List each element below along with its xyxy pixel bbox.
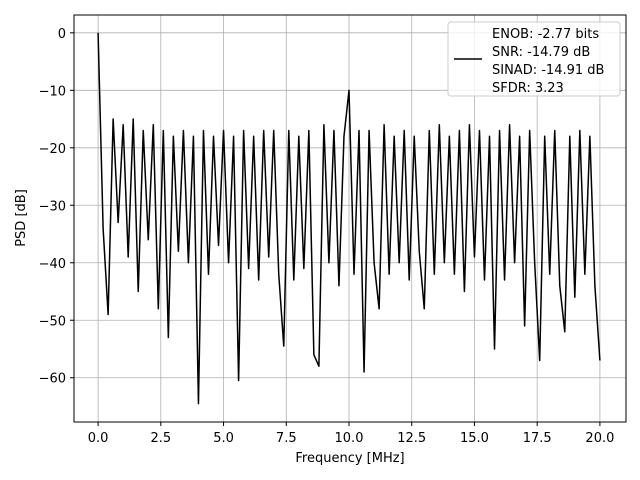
line-series [97, 32, 601, 405]
y-tick-label: −20 [39, 142, 66, 157]
x-tick-label: 20.0 [585, 431, 614, 446]
x-tick-label: 12.5 [397, 431, 426, 446]
y-tick-label: −60 [39, 372, 66, 387]
y-tick-label: −40 [39, 257, 66, 272]
x-tick-label: 17.5 [523, 431, 552, 446]
legend-line: ENOB: -2.77 bits [492, 27, 599, 42]
plot-frame [73, 14, 627, 423]
x-tick-label: 0.0 [88, 431, 109, 446]
y-axis-label: PSD [dB] [14, 189, 29, 247]
x-tick-label: 10.0 [335, 431, 364, 446]
legend-line: SFDR: 3.23 [492, 81, 564, 96]
x-tick-label: 15.0 [460, 431, 489, 446]
y-tick-label: −30 [39, 199, 66, 214]
x-tick-label: 2.5 [150, 431, 171, 446]
legend-box [447, 21, 621, 97]
legend-label: ENOB: -2.77 bits SNR: -14.79 dB SINAD: -14… [492, 27, 604, 96]
legend-line: SNR: -14.79 dB [492, 45, 590, 60]
x-tick-label: 5.0 [213, 431, 234, 446]
x-axis-label: Frequency [MHz] [295, 451, 404, 466]
legend: ENOB: -2.77 bits SNR: -14.79 dB SINAD: -14… [447, 21, 621, 97]
y-tick-label: −50 [39, 314, 66, 329]
legend-line: SINAD: -14.91 dB [492, 63, 604, 78]
y-tick-label: 0 [58, 27, 66, 42]
x-tick-label: 7.5 [276, 431, 297, 446]
y-tick-label: −10 [39, 84, 66, 99]
